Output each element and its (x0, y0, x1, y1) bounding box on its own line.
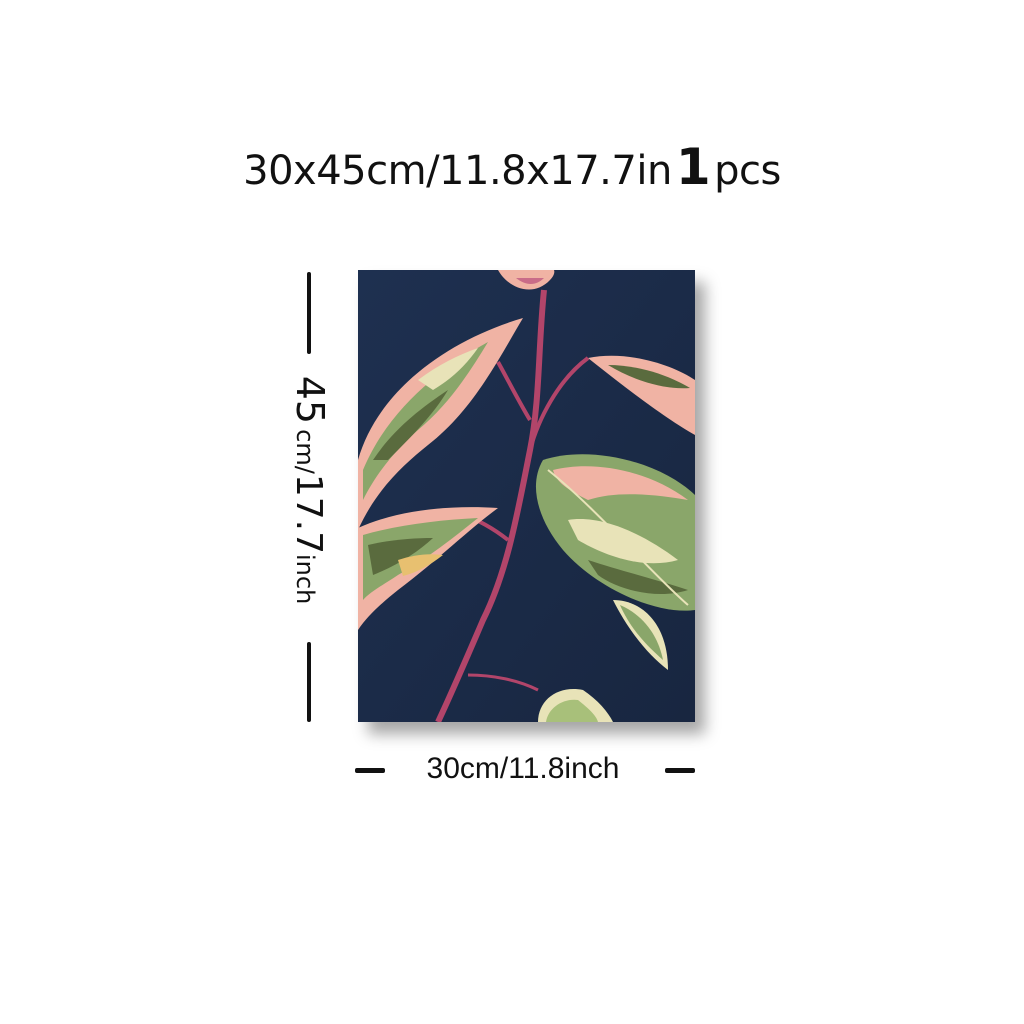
height-cm-number: 45 (288, 375, 332, 425)
leaf-center-right-vein (547, 469, 689, 606)
leaf-center-right-dark (588, 560, 688, 595)
leaf-lower-right-green (620, 605, 663, 660)
branch-upper-right (528, 356, 590, 451)
leaf-center-right-pink (553, 466, 688, 500)
canvas-print-artwork (358, 270, 695, 722)
product-size-title: 30x45cm/11.8x17.7in1 pcs (0, 138, 1024, 196)
width-measure-line-right (665, 768, 695, 773)
height-inch-number: 17.7 (288, 473, 329, 554)
leaf-upper-left (358, 318, 523, 530)
quantity-number: 1 (675, 138, 711, 196)
height-measure-label: 45 cm/17.7inch (288, 376, 332, 605)
leaf-upper-left-green (363, 342, 488, 500)
plant-painting (358, 270, 695, 722)
leaf-bottom-green (546, 699, 598, 722)
height-inch-unit: inch (291, 553, 319, 605)
leaf-lower-left-yellow (398, 554, 443, 576)
quantity-unit: pcs (714, 148, 781, 194)
width-measure-line-left (355, 768, 385, 773)
width-measure-label: 30cm/11.8inch (426, 752, 620, 785)
leaf-upper-right-dark (608, 365, 690, 389)
leaf-upper-right (588, 355, 695, 435)
leaf-lower-left-dark (368, 538, 433, 575)
size-dimensions-text: 30x45cm/11.8x17.7in (243, 148, 672, 194)
branch-upper-left (496, 361, 532, 422)
height-measure-line-bottom (307, 642, 311, 722)
top-bud-accent (516, 278, 544, 284)
leaf-upper-left-dark (373, 390, 448, 460)
height-cm-unit: cm/ (291, 429, 319, 474)
main-stem (435, 289, 547, 722)
branch-bottom (467, 673, 539, 692)
height-measure-line-top (307, 272, 311, 354)
leaf-upper-left-cream (418, 348, 478, 390)
